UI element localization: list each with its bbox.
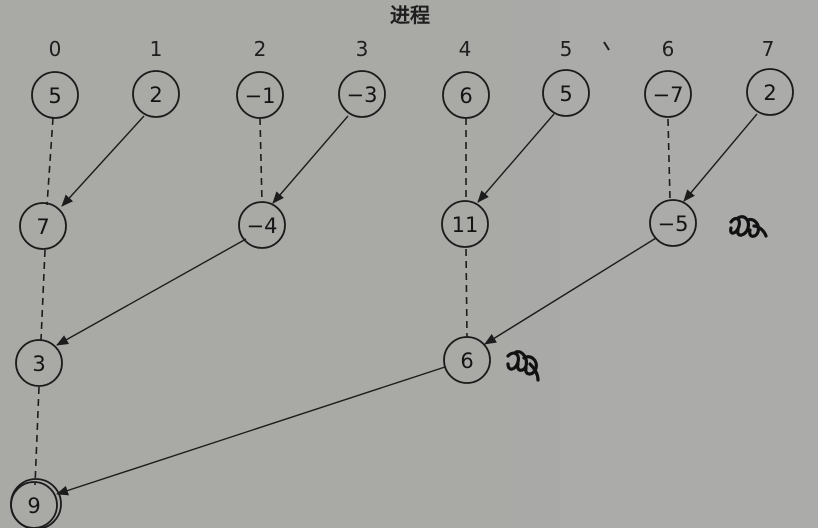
- node-circle: [238, 201, 286, 249]
- column-label-0: 0: [49, 37, 62, 61]
- node-circle: [236, 71, 284, 119]
- node-value: 6: [460, 349, 473, 373]
- node: −5: [649, 199, 697, 247]
- node: −1: [236, 71, 284, 119]
- node: 9: [10, 478, 62, 528]
- node-circle: [441, 200, 489, 248]
- node-value: −4: [247, 214, 278, 238]
- column-labels: 0 1 2 3 4 5 6 7: [49, 37, 775, 61]
- arrow: [56, 366, 446, 496]
- node: 5: [542, 69, 590, 117]
- column-label-7: 7: [762, 37, 775, 61]
- column-label-3: 3: [356, 37, 369, 61]
- column-label-4: 4: [459, 37, 472, 61]
- node-value: −5: [658, 212, 689, 236]
- column-label-6: 6: [662, 37, 675, 61]
- node-value: 5: [559, 82, 572, 106]
- node-value: 2: [763, 81, 776, 105]
- node-circle: [644, 70, 692, 118]
- node-circle: [31, 71, 79, 119]
- node-circle: [542, 69, 590, 117]
- stray-mark: [603, 41, 610, 51]
- arrow: [272, 115, 349, 204]
- arrows: [56, 113, 758, 496]
- handwritten-scribble: [506, 350, 540, 382]
- node: 2: [132, 70, 180, 118]
- dashed-connector: [34, 386, 40, 486]
- node: 2: [746, 68, 794, 116]
- node: 7: [19, 202, 67, 250]
- node: 6: [443, 336, 491, 384]
- node-value: −1: [245, 84, 276, 108]
- node-row-0: 5 2 −1 −3 6 5 −7 2: [31, 68, 794, 119]
- node-value: 6: [459, 84, 472, 108]
- node-value: −7: [653, 83, 684, 107]
- column-label-5: 5: [560, 37, 573, 61]
- node-value: 3: [32, 352, 45, 376]
- node: 3: [15, 339, 63, 387]
- arrow: [477, 113, 555, 203]
- node-circle: [19, 202, 67, 250]
- node-value: 2: [149, 83, 162, 107]
- node-value: 9: [27, 494, 40, 518]
- node: 5: [31, 71, 79, 119]
- diagram-title: 进程: [390, 3, 430, 27]
- node-row-3: 9: [10, 478, 62, 528]
- node-value: 11: [452, 213, 479, 237]
- arrow: [61, 115, 145, 207]
- dashed-connector: [46, 117, 54, 206]
- arrow: [484, 237, 657, 345]
- node-value: 7: [36, 215, 49, 239]
- dashed-connector: [40, 249, 46, 341]
- node-circle: [132, 70, 180, 118]
- column-label-1: 1: [150, 37, 163, 61]
- node: −7: [644, 70, 692, 118]
- dashed-connector: [259, 117, 263, 204]
- node-row-1: 7 −4 11 −5: [19, 199, 697, 250]
- dashed-connectors: [34, 117, 671, 486]
- node-circle: [443, 336, 491, 384]
- node: −4: [238, 201, 286, 249]
- node-row-2: 3 6: [15, 336, 491, 387]
- dashed-connector: [667, 118, 671, 201]
- arrow: [683, 113, 758, 202]
- node-circle: [338, 70, 386, 118]
- node-circle: [746, 68, 794, 116]
- node: 11: [441, 200, 489, 248]
- node-circle: [649, 199, 697, 247]
- node-value: 5: [48, 84, 61, 108]
- node-circle: [15, 339, 63, 387]
- arrow: [56, 238, 247, 346]
- node-value: −3: [347, 83, 378, 107]
- node: 6: [442, 71, 490, 119]
- node: −3: [338, 70, 386, 118]
- dashed-connector: [465, 248, 468, 338]
- column-label-2: 2: [254, 37, 267, 61]
- node-circle-outer: [10, 478, 62, 528]
- handwritten-scribble: [729, 215, 768, 238]
- node-circle: [442, 71, 490, 119]
